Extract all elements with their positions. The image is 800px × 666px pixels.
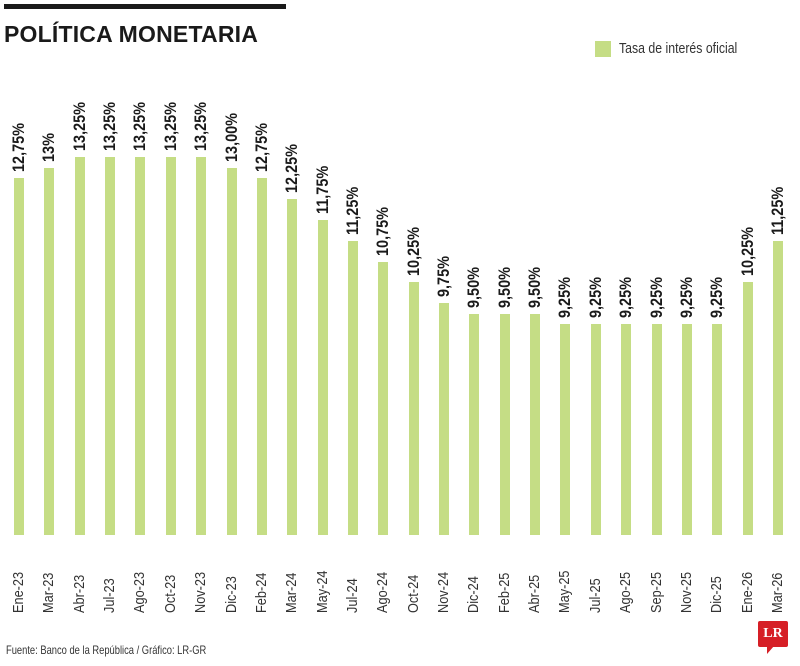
value-label: 9,75%	[434, 256, 454, 298]
chart-title: POLÍTICA MONETARIA	[4, 21, 259, 47]
x-axis-label: Nov-24	[435, 571, 453, 613]
x-axis-label: Oct-24	[404, 574, 422, 613]
bar	[712, 324, 723, 535]
value-label: 13,25%	[130, 102, 150, 152]
bar	[439, 303, 450, 535]
bar	[135, 157, 146, 535]
value-label: 13%	[39, 132, 59, 162]
x-axis-label: Dic-23	[222, 576, 240, 613]
x-axis-label: Dic-24	[465, 576, 483, 613]
lr-logo-icon: LR	[758, 621, 788, 654]
bar	[773, 240, 783, 535]
x-axis-label: Ago-24	[374, 571, 392, 613]
bar	[196, 157, 207, 535]
bar	[621, 324, 632, 535]
x-axis-label: Mar-26	[769, 572, 786, 613]
x-axis-label: Ene-23	[10, 571, 27, 613]
x-axis-label: Ago-25	[617, 571, 635, 613]
x-axis-label: Jul-24	[343, 578, 361, 613]
value-label: 13,25%	[69, 102, 89, 152]
legend-label: Tasa de interés oficial	[619, 40, 738, 57]
bar	[560, 324, 571, 535]
value-label: 9,25%	[555, 277, 575, 319]
value-label: 13,25%	[100, 102, 120, 152]
x-axis-label: Ago-23	[131, 571, 149, 613]
value-label: 9,25%	[616, 277, 636, 319]
value-label: 9,25%	[585, 277, 605, 319]
x-axis-label: May-25	[556, 570, 574, 613]
x-axis-label: Ene-26	[738, 571, 756, 613]
x-axis-label: Feb-25	[495, 572, 513, 613]
bar	[590, 324, 601, 535]
value-label: 10,25%	[403, 227, 423, 277]
bar	[105, 157, 116, 535]
bar	[378, 261, 389, 535]
bar	[44, 167, 55, 535]
x-axis-label: Jul-23	[101, 578, 119, 613]
value-label: 11,25%	[768, 186, 787, 235]
x-axis-label: Mar-23	[40, 572, 58, 613]
bar	[287, 198, 298, 535]
bar	[530, 313, 541, 535]
value-label: 9,25%	[676, 277, 696, 319]
legend: Tasa de interés oficial	[595, 40, 763, 57]
source-note: Fuente: Banco de la República / Gráfico:…	[6, 643, 207, 657]
x-axis-label: Sep-25	[647, 571, 665, 613]
bar	[469, 313, 480, 535]
bar	[14, 178, 24, 535]
value-label: 11,75%	[312, 165, 332, 214]
value-label: 9,50%	[464, 266, 484, 308]
bar	[165, 157, 176, 535]
bar	[317, 219, 328, 535]
bar	[347, 240, 358, 535]
bar	[742, 282, 753, 535]
value-label: 13,25%	[160, 102, 180, 152]
bar	[651, 324, 662, 535]
value-label: 13,00%	[221, 112, 241, 162]
x-axis-label: Nov-23	[192, 571, 210, 613]
value-label: 13,25%	[191, 102, 211, 152]
bar	[408, 282, 419, 535]
bar	[256, 178, 267, 535]
x-axis-label: Abr-25	[526, 574, 544, 613]
x-axis-label: Abr-23	[70, 574, 88, 613]
bar	[74, 157, 85, 535]
bar	[226, 167, 237, 535]
value-label: 9,25%	[646, 277, 666, 319]
x-axis-label: Mar-24	[283, 572, 301, 613]
x-axis-label: Oct-23	[161, 574, 179, 613]
x-axis-label: May-24	[313, 570, 331, 613]
legend-swatch	[595, 40, 611, 57]
title-rule	[4, 4, 286, 9]
bar	[499, 313, 510, 535]
bar	[681, 324, 692, 535]
value-label: 9,50%	[494, 266, 514, 308]
x-axis-label: Jul-25	[586, 578, 604, 613]
value-label: 12,25%	[282, 143, 302, 193]
value-label: 12,75%	[251, 123, 271, 173]
value-label: 11,25%	[342, 186, 362, 235]
x-axis-label: Nov-25	[677, 571, 695, 613]
x-axis-label: Feb-24	[252, 572, 270, 613]
x-axis-label: Dic-25	[708, 576, 726, 613]
value-label: 10,25%	[737, 227, 757, 277]
value-label: 12,75%	[9, 123, 28, 173]
value-label: 9,50%	[525, 266, 545, 308]
value-label: 9,25%	[707, 277, 727, 319]
value-label: 10,75%	[373, 206, 393, 256]
